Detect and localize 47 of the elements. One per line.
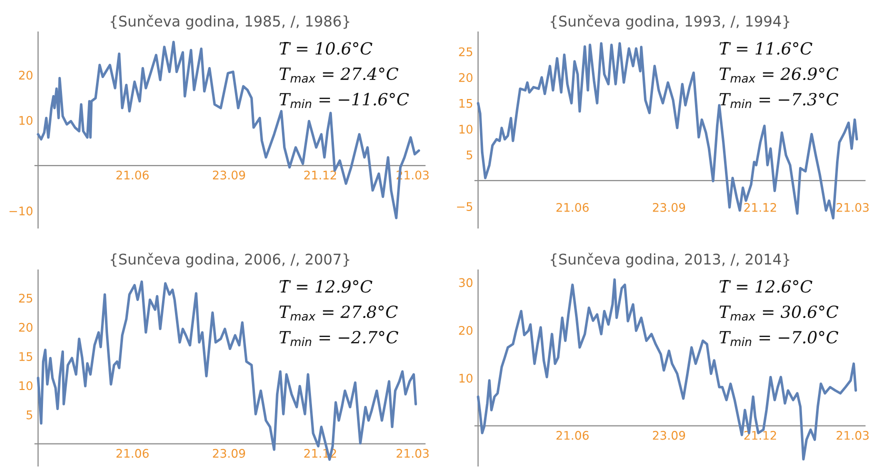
y-tick-label: 10 <box>459 374 472 383</box>
annotation: T$_{max}$ = 30.6°C <box>720 305 838 321</box>
x-tick-label: 21.03 <box>836 430 869 440</box>
chart-title: {Sunčeva godina, 2013, /, 2014} <box>550 252 790 268</box>
x-tick-label: 21.06 <box>116 448 149 458</box>
y-tick-label: −5 <box>457 202 472 211</box>
annotation: T$_{max}$ = 26.9°C <box>720 67 838 83</box>
x-tick-label: 21.12 <box>304 170 336 180</box>
x-tick-label: 21.03 <box>396 448 429 458</box>
y-tick-label: 20 <box>19 322 32 332</box>
y-tick-label: 25 <box>459 47 472 56</box>
y-tick-label: 5 <box>466 150 472 160</box>
chart-title: {Sunčeva godina, 2006, /, 2007} <box>110 252 350 268</box>
y-tick-label: 5 <box>26 410 32 420</box>
y-tick-label: 20 <box>459 326 472 335</box>
y-tick-label: 30 <box>459 278 472 288</box>
y-tick-label: 15 <box>459 99 472 108</box>
x-tick-label: 23.09 <box>652 430 686 440</box>
x-tick-label: 21.06 <box>116 170 149 180</box>
annotation: T$_{max}$ = 27.8°C <box>280 305 398 321</box>
chart-title: {Sunčeva godina, 1985, /, 1986} <box>110 14 350 30</box>
x-tick-label: 21.03 <box>836 202 869 212</box>
annotation: T$_{min}$ = −2.7°C <box>280 330 398 346</box>
x-tick-label: 21.06 <box>556 430 589 440</box>
chart-title: {Sunčeva godina, 1993, /, 1994} <box>550 14 790 30</box>
annotation: T$_{min}$ = −11.6°C <box>280 92 409 108</box>
y-tick-label: 25 <box>19 294 32 303</box>
x-tick-label: 23.09 <box>652 202 686 212</box>
annotation: T̄ = 12.9°C <box>280 280 372 293</box>
y-tick-label: 10 <box>19 381 32 390</box>
x-tick-label: 23.09 <box>212 170 246 180</box>
annotation: T$_{min}$ = −7.3°C <box>720 92 838 108</box>
annotation: T$_{max}$ = 27.4°C <box>280 67 398 83</box>
y-tick-label: 20 <box>459 73 472 82</box>
y-tick-label: 10 <box>459 124 472 134</box>
x-tick-label: 21.12 <box>744 430 776 440</box>
y-tick-label: −10 <box>10 206 32 216</box>
annotation: T̄ = 12.6°C <box>720 280 812 293</box>
annotation: T$_{min}$ = −7.0°C <box>720 330 838 346</box>
annotation: T̄ = 11.6°C <box>720 42 812 55</box>
annotation: T̄ = 10.6°C <box>280 42 372 55</box>
y-tick-label: 10 <box>19 116 32 125</box>
y-tick-label: 15 <box>19 352 32 361</box>
x-tick-label: 21.12 <box>744 202 776 212</box>
x-tick-label: 23.09 <box>212 448 246 458</box>
y-tick-label: 20 <box>19 70 32 80</box>
x-tick-label: 21.06 <box>556 202 589 212</box>
